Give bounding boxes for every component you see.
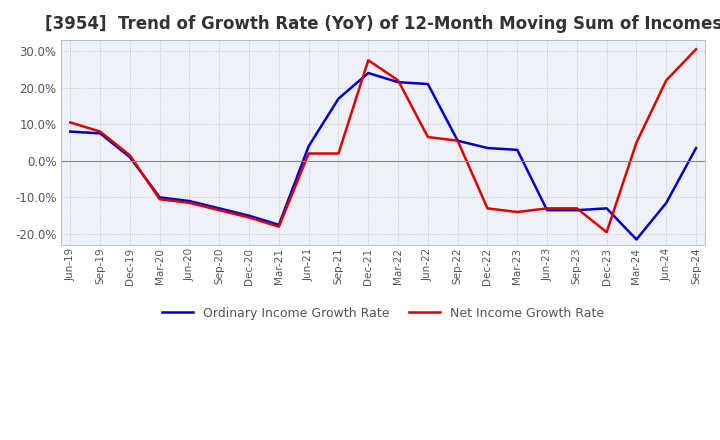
Ordinary Income Growth Rate <box>513 147 521 153</box>
Net Income Growth Rate <box>394 78 402 83</box>
Ordinary Income Growth Rate <box>394 80 402 85</box>
Ordinary Income Growth Rate <box>483 145 492 150</box>
Ordinary Income Growth Rate <box>364 70 373 76</box>
Line: Ordinary Income Growth Rate: Ordinary Income Growth Rate <box>71 73 696 239</box>
Net Income Growth Rate <box>66 120 75 125</box>
Net Income Growth Rate <box>662 78 670 83</box>
Net Income Growth Rate <box>454 138 462 143</box>
Ordinary Income Growth Rate <box>423 81 432 87</box>
Net Income Growth Rate <box>572 206 581 211</box>
Net Income Growth Rate <box>305 151 313 156</box>
Ordinary Income Growth Rate <box>245 213 253 218</box>
Net Income Growth Rate <box>96 129 104 134</box>
Ordinary Income Growth Rate <box>274 222 283 227</box>
Net Income Growth Rate <box>156 197 164 202</box>
Ordinary Income Growth Rate <box>572 208 581 213</box>
Net Income Growth Rate <box>632 140 641 145</box>
Net Income Growth Rate <box>125 153 134 158</box>
Net Income Growth Rate <box>692 47 701 52</box>
Ordinary Income Growth Rate <box>662 200 670 205</box>
Ordinary Income Growth Rate <box>543 208 552 213</box>
Ordinary Income Growth Rate <box>454 138 462 143</box>
Ordinary Income Growth Rate <box>334 96 343 101</box>
Net Income Growth Rate <box>543 206 552 211</box>
Title: [3954]  Trend of Growth Rate (YoY) of 12-Month Moving Sum of Incomes: [3954] Trend of Growth Rate (YoY) of 12-… <box>45 15 720 33</box>
Ordinary Income Growth Rate <box>185 198 194 204</box>
Ordinary Income Growth Rate <box>305 143 313 149</box>
Ordinary Income Growth Rate <box>632 237 641 242</box>
Ordinary Income Growth Rate <box>215 206 224 211</box>
Net Income Growth Rate <box>364 58 373 63</box>
Ordinary Income Growth Rate <box>66 129 75 134</box>
Ordinary Income Growth Rate <box>603 206 611 211</box>
Net Income Growth Rate <box>513 209 521 215</box>
Ordinary Income Growth Rate <box>156 195 164 200</box>
Net Income Growth Rate <box>603 230 611 235</box>
Ordinary Income Growth Rate <box>96 131 104 136</box>
Ordinary Income Growth Rate <box>125 154 134 160</box>
Net Income Growth Rate <box>245 215 253 220</box>
Net Income Growth Rate <box>334 151 343 156</box>
Line: Net Income Growth Rate: Net Income Growth Rate <box>71 49 696 232</box>
Net Income Growth Rate <box>423 134 432 139</box>
Ordinary Income Growth Rate <box>692 145 701 150</box>
Net Income Growth Rate <box>185 200 194 205</box>
Net Income Growth Rate <box>215 208 224 213</box>
Net Income Growth Rate <box>274 224 283 229</box>
Net Income Growth Rate <box>483 206 492 211</box>
Legend: Ordinary Income Growth Rate, Net Income Growth Rate: Ordinary Income Growth Rate, Net Income … <box>157 302 609 325</box>
